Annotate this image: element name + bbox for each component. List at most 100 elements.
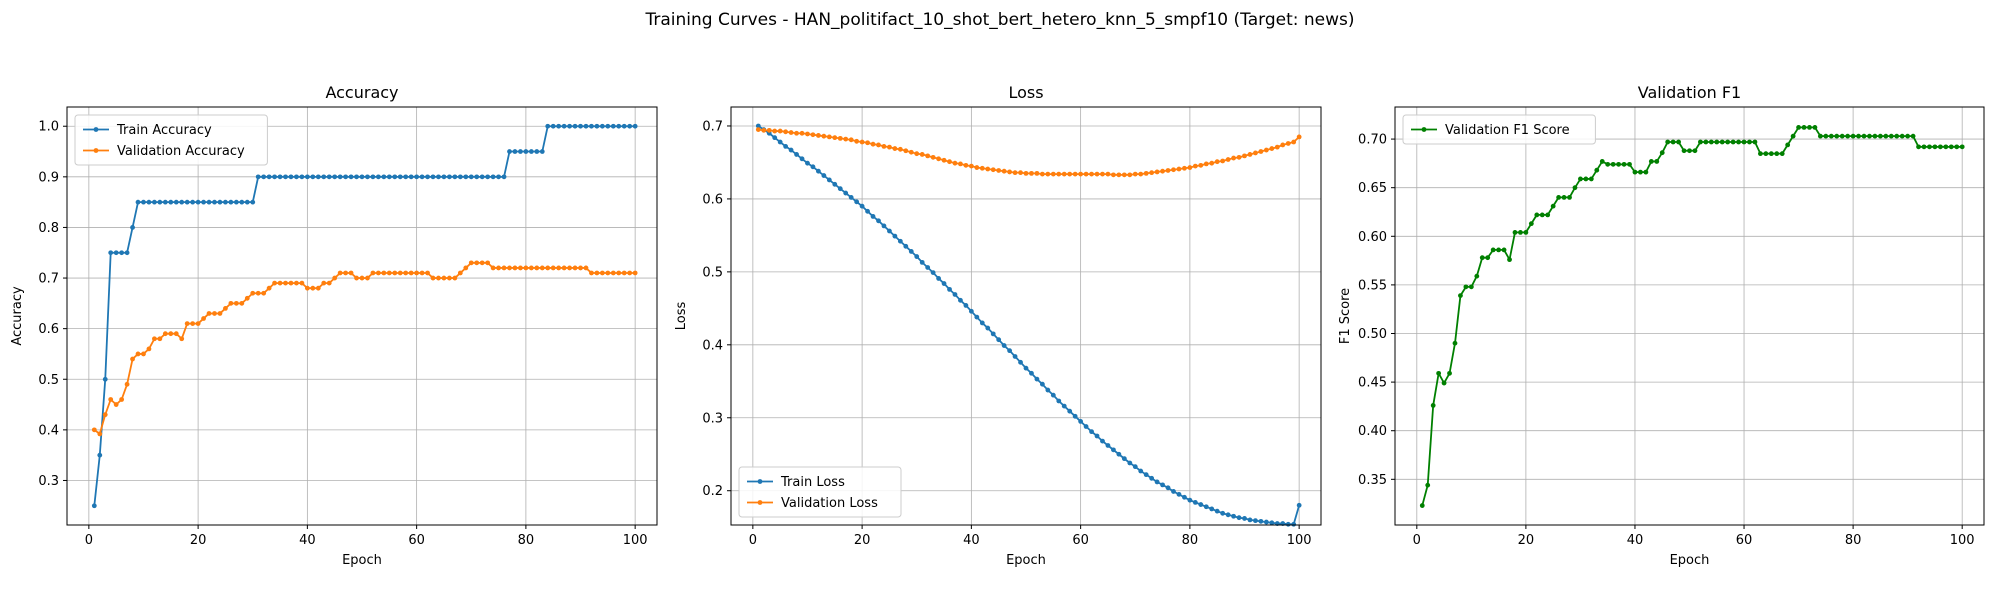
accuracy-data-point — [518, 265, 523, 271]
loss-data-point — [837, 135, 843, 141]
accuracy-data-point — [501, 174, 507, 180]
loss-y-tick-label: 0.7 — [702, 119, 723, 134]
f1-data-point — [1485, 255, 1491, 261]
accuracy-data-point — [288, 174, 294, 180]
loss-data-point — [985, 325, 991, 331]
accuracy-data-point — [632, 123, 638, 129]
accuracy-data-point — [206, 311, 212, 316]
loss-data-point — [1023, 170, 1029, 176]
f1-data-point — [1490, 247, 1496, 253]
accuracy-data-point — [304, 174, 310, 180]
accuracy-x-axis-label: Epoch — [342, 553, 382, 568]
f1-data-point — [1556, 195, 1562, 200]
loss-data-point — [958, 161, 963, 167]
loss-data-point — [1269, 146, 1275, 151]
loss-data-point — [1214, 159, 1220, 165]
accuracy-data-point — [550, 265, 556, 271]
f1-x-tick-label: 20 — [1518, 533, 1535, 548]
accuracy-data-point — [589, 123, 594, 129]
accuracy-data-point — [610, 123, 616, 129]
f1-data-point — [1899, 133, 1905, 139]
accuracy-data-point — [370, 270, 376, 276]
loss-data-point — [1127, 460, 1133, 466]
accuracy-data-point — [381, 174, 387, 180]
f1-data-point — [1616, 161, 1621, 167]
accuracy-data-point — [386, 174, 392, 180]
loss-data-point — [1050, 392, 1056, 398]
loss-data-point — [805, 131, 810, 137]
f1-y-tick-label: 0.60 — [1358, 230, 1387, 245]
loss-data-point — [843, 136, 849, 142]
accuracy-data-point — [310, 174, 316, 180]
f1-data-point — [1850, 133, 1856, 139]
loss-data-point — [1018, 170, 1023, 176]
f1-data-point — [1594, 167, 1600, 173]
f1-data-point — [1605, 161, 1611, 167]
loss-data-point — [1291, 521, 1297, 527]
loss-data-point — [1274, 144, 1280, 150]
loss-data-point — [908, 249, 914, 254]
accuracy-data-point — [534, 149, 540, 154]
f1-data-point — [1774, 151, 1780, 157]
loss-data-point — [1061, 403, 1067, 409]
loss-data-point — [990, 331, 996, 337]
accuracy-data-point — [452, 174, 458, 180]
loss-data-point — [958, 297, 963, 303]
f1-plot-area — [1395, 107, 1984, 525]
accuracy-data-point — [228, 199, 234, 205]
loss-data-point — [908, 149, 914, 155]
f1-data-point — [1741, 139, 1747, 145]
accuracy-data-point — [589, 270, 594, 276]
f1-y-tick-label: 0.65 — [1358, 181, 1387, 196]
accuracy-data-point — [315, 285, 321, 291]
f1-data-point — [1528, 221, 1534, 227]
loss-y-tick-label: 0.2 — [702, 484, 723, 499]
accuracy-data-point — [141, 351, 146, 357]
accuracy-data-point — [272, 280, 277, 286]
loss-data-point — [1203, 161, 1209, 167]
loss-data-point — [1138, 468, 1144, 474]
loss-y-tick-label: 0.4 — [702, 338, 723, 353]
f1-legend-label-1: Validation F1 Score — [1445, 123, 1570, 138]
f1-data-point — [1518, 230, 1523, 235]
f1-data-point — [1659, 150, 1665, 156]
loss-data-point — [1034, 170, 1040, 176]
f1-data-point — [1888, 133, 1894, 139]
loss-data-point — [974, 165, 980, 170]
f1-data-point — [1883, 133, 1889, 139]
f1-x-tick-label: 40 — [1627, 533, 1644, 548]
loss-data-point — [1171, 489, 1176, 494]
f1-data-point — [1479, 255, 1485, 261]
loss-legend-marker-2 — [757, 500, 763, 505]
accuracy-data-point — [528, 265, 534, 271]
accuracy-data-point — [594, 123, 600, 129]
f1-data-point — [1632, 169, 1638, 175]
accuracy-y-tick-label: 0.7 — [38, 272, 59, 287]
accuracy-data-point — [223, 199, 228, 205]
loss-data-point — [832, 181, 838, 187]
loss-data-point — [870, 214, 876, 219]
accuracy-data-point — [605, 123, 611, 129]
accuracy-data-point — [621, 270, 627, 276]
accuracy-data-point — [501, 265, 507, 271]
f1-data-point — [1436, 370, 1442, 376]
f1-y-tick-label: 0.45 — [1358, 376, 1387, 391]
loss-chart-title: Loss — [1008, 83, 1043, 102]
f1-data-point — [1703, 139, 1709, 145]
accuracy-data-point — [119, 250, 125, 256]
accuracy-data-point — [370, 174, 376, 180]
f1-data-point — [1948, 144, 1954, 150]
accuracy-data-point — [419, 174, 425, 180]
f1-data-point — [1419, 503, 1425, 508]
accuracy-data-point — [578, 123, 583, 129]
f1-data-point — [1856, 133, 1861, 139]
loss-data-point — [788, 130, 794, 135]
accuracy-legend-label-1: Train Accuracy — [116, 123, 212, 138]
loss-data-point — [799, 156, 805, 162]
loss-data-point — [859, 139, 865, 145]
accuracy-y-tick-label: 0.9 — [38, 170, 59, 185]
loss-data-point — [761, 127, 767, 133]
f1-data-point — [1927, 144, 1932, 150]
loss-y-tick-label: 0.5 — [702, 265, 723, 280]
f1-data-point — [1681, 148, 1687, 154]
